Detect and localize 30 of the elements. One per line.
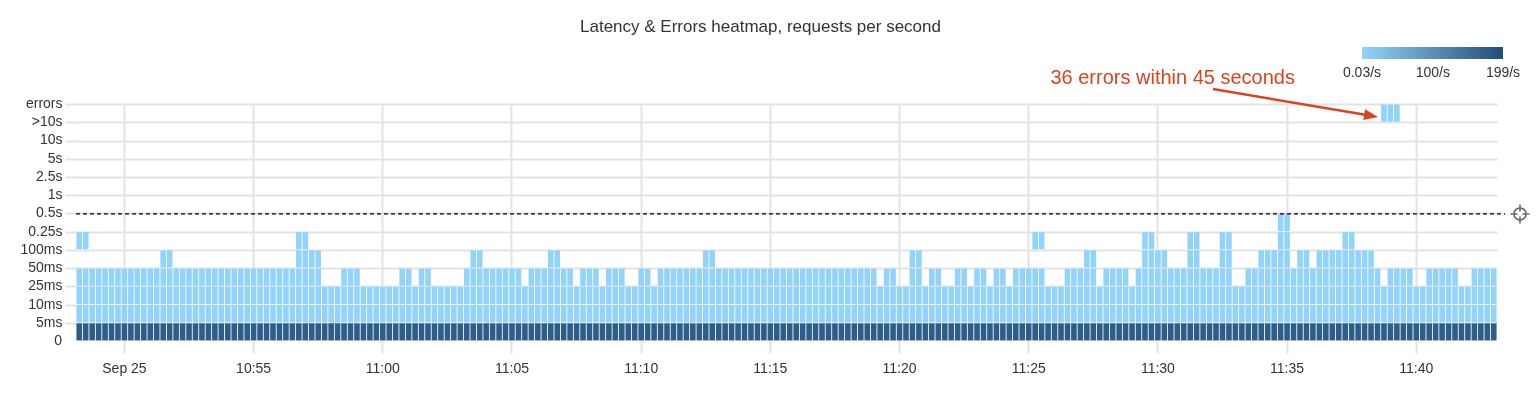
color-bar-label: 199/s — [1485, 64, 1521, 80]
y-tick-label: >10s — [31, 113, 63, 130]
y-tick-label: 50ms — [28, 259, 63, 276]
y-tick-label: 25ms — [28, 277, 63, 294]
x-tick-label: 11:15 — [753, 359, 788, 376]
x-tick-label: 11:25 — [1011, 359, 1046, 376]
y-tick-label: 0.25s — [28, 222, 63, 239]
chart-title: Latency & Errors heatmap, requests per second — [580, 17, 941, 36]
y-tick-label: 100ms — [20, 240, 63, 257]
x-tick-label: 11:20 — [882, 359, 917, 376]
x-tick-label: 11:00 — [365, 359, 401, 376]
y-tick-label: 5ms — [36, 313, 63, 330]
y-tick-label: 2.5s — [36, 167, 63, 184]
y-tick-label: 10ms — [28, 295, 63, 312]
x-tick-label: Sep 25 — [102, 359, 147, 376]
text: 36 errors within 45 seconds — [1050, 66, 1295, 88]
color-bar-label: 0.03/s — [1342, 64, 1382, 80]
y-tick-label: 1s — [47, 186, 63, 203]
text: 0 — [54, 332, 63, 348]
x-tick-label: 11:05 — [494, 359, 530, 376]
x-tick-label: 11:10 — [624, 359, 659, 376]
color-bar-label: 100/s — [1415, 64, 1450, 80]
x-tick-label: 10:55 — [236, 359, 272, 376]
y-tick-label: 10s — [39, 131, 63, 148]
x-tick-label: 11:35 — [1270, 359, 1305, 376]
y-tick-label: 0.5s — [36, 204, 63, 221]
y-tick-label: errors — [25, 95, 63, 111]
x-tick-label: 11:30 — [1140, 359, 1176, 376]
x-tick-label: 11:40 — [1399, 359, 1434, 376]
y-tick-label: 5s — [47, 149, 63, 166]
